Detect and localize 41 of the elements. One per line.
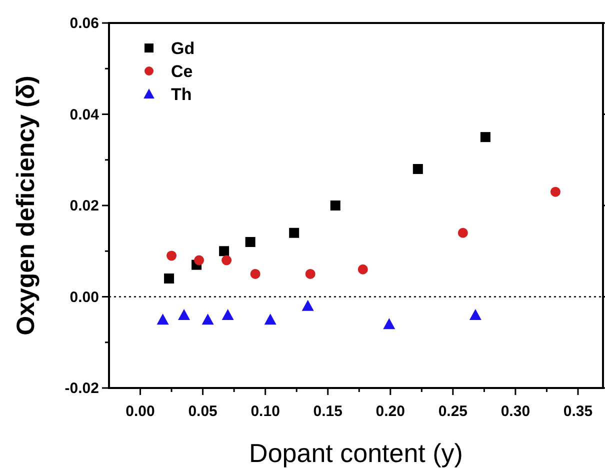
point: [250, 268, 260, 279]
point: [289, 228, 300, 238]
point: [156, 314, 169, 325]
point: [164, 274, 174, 284]
y-tick-label: -0.02: [64, 380, 99, 397]
x-tick-label: 0.20: [376, 403, 405, 420]
point: [302, 300, 314, 311]
x-tick-label: 0.25: [438, 403, 468, 420]
point: [178, 309, 190, 320]
y-tick-label: 0.02: [70, 198, 99, 214]
point: [458, 228, 468, 238]
x-tick-label: 0.00: [126, 403, 155, 420]
x-axis-title: Dopant content (y): [249, 438, 463, 468]
point: [222, 309, 234, 320]
point: [383, 318, 396, 330]
point: [219, 246, 230, 256]
x-tick-label: 0.30: [500, 403, 530, 420]
y-axis-title: Oxygen deficiency (δ): [12, 76, 40, 336]
point: [550, 186, 560, 197]
point: [264, 314, 276, 325]
point: [166, 250, 177, 261]
legend-label: Gd: [171, 39, 195, 58]
point: [412, 164, 423, 174]
point: [194, 255, 204, 266]
legend-label: Th: [171, 85, 192, 104]
x-tick-label: 0.10: [250, 403, 280, 420]
point: [245, 237, 256, 247]
point: [469, 309, 482, 320]
y-tick-label: 0.04: [70, 106, 100, 124]
legend-label: Ce: [171, 62, 193, 81]
point: [222, 255, 232, 266]
x-tick-label: 0.35: [563, 403, 593, 420]
point: [202, 314, 214, 325]
point: [330, 200, 340, 210]
y-tick-label: 0.06: [70, 15, 99, 32]
x-tick-label: 0.05: [188, 403, 218, 420]
point: [305, 268, 316, 279]
point: [358, 264, 368, 274]
point: [480, 132, 490, 142]
y-tick-label: 0.00: [70, 288, 99, 306]
x-tick-label: 0.15: [313, 403, 342, 420]
